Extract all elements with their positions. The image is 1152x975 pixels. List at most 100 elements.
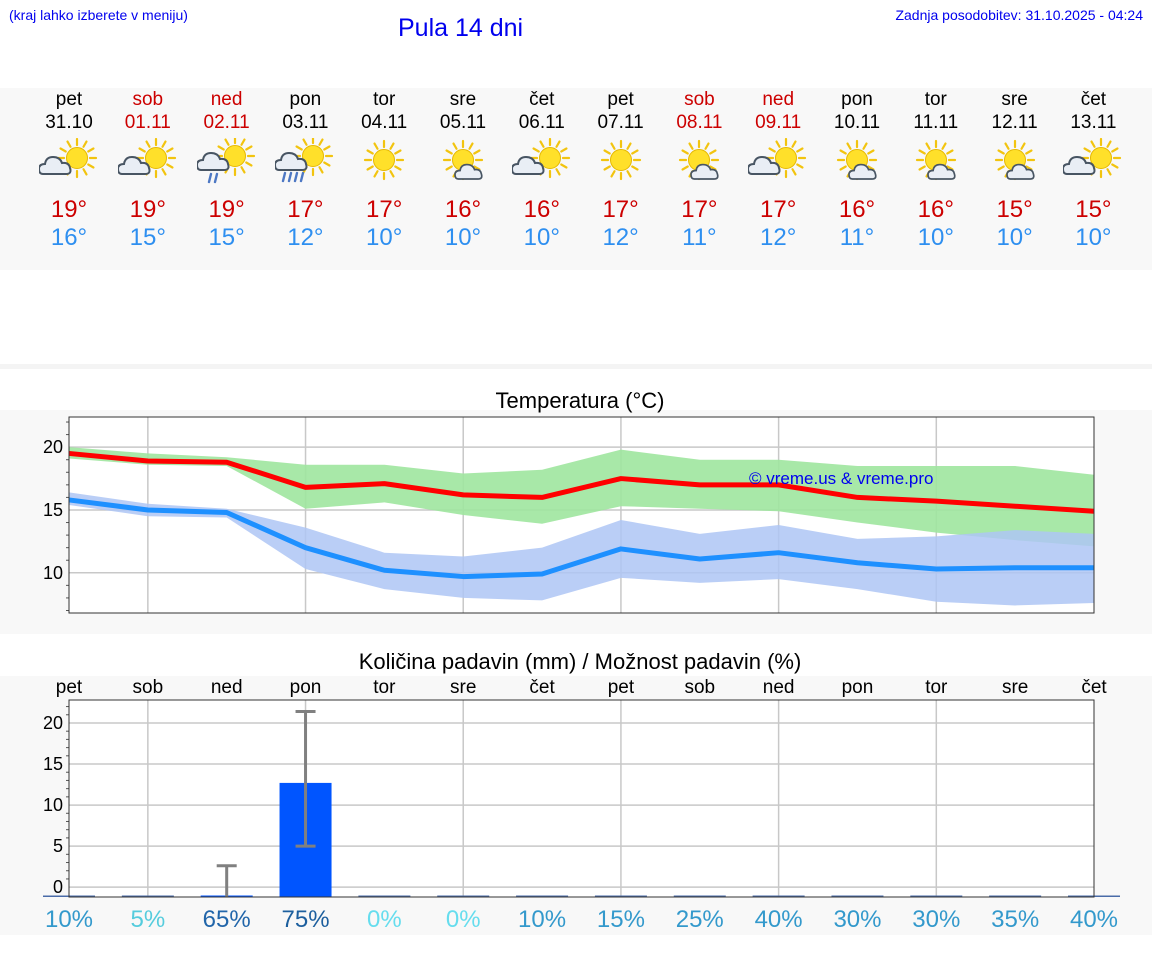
- day-date: 10.11: [833, 112, 881, 133]
- day-date: 11.11: [913, 112, 959, 133]
- max-temperature: 15°: [996, 196, 1033, 223]
- y-tick-label: 20: [43, 437, 63, 457]
- sun-icon: [600, 139, 641, 181]
- max-temperature: 17°: [760, 196, 797, 223]
- day-name: ned: [762, 89, 795, 110]
- sun-glyph: [293, 138, 334, 177]
- day-date: 06.11: [518, 112, 565, 133]
- sun-cloud-icon: [117, 138, 176, 179]
- precipitation-probability: 40%: [755, 906, 803, 933]
- max-temperature: 15°: [1075, 196, 1112, 223]
- precipitation-probability: 10%: [45, 906, 93, 933]
- plot-frame: [68, 699, 1095, 898]
- page-title: Pula 14 dni: [398, 14, 524, 42]
- min-temperature: 10°: [444, 224, 482, 251]
- precipitation-probability: 5%: [131, 906, 166, 933]
- sun-small-cloud-icon: [442, 139, 484, 181]
- y-tick-label: 0: [53, 877, 63, 897]
- x-category-label: pon: [842, 677, 874, 698]
- day-date: 04.11: [361, 112, 408, 133]
- y-tick-label: 20: [43, 713, 63, 733]
- divider: [0, 364, 1152, 369]
- max-temperature: 19°: [50, 196, 88, 223]
- sun-cloud-icon: [511, 138, 570, 179]
- max-temperature: 17°: [602, 196, 639, 223]
- sun-glyph: [600, 139, 641, 181]
- precipitation-probability: 0%: [367, 906, 402, 933]
- day-name: tor: [373, 89, 396, 110]
- max-temperature: 17°: [681, 196, 718, 223]
- day-column: ned 02.11 19° 15°: [187, 88, 267, 252]
- min-temperature: 10°: [1075, 224, 1112, 251]
- max-range-band: [69, 447, 1094, 547]
- sun-small-cloud-icon: [836, 139, 878, 181]
- forecast-band: [0, 88, 1152, 270]
- day-name: pet: [55, 89, 83, 110]
- sun-cloud-icon: [748, 138, 807, 179]
- precipitation-bar: [910, 895, 963, 897]
- max-temperature: 17°: [366, 196, 403, 223]
- precipitation-bar: [358, 895, 411, 897]
- precipitation-probability: 75%: [282, 906, 330, 933]
- x-category-label: tor: [373, 677, 396, 698]
- plot-frame: [68, 416, 1095, 614]
- day-name: ned: [210, 89, 243, 110]
- precipitation-probability: 0%: [446, 906, 481, 933]
- precipitation-probability: 40%: [1070, 906, 1118, 933]
- day-name: tor: [924, 89, 947, 110]
- x-category-label: pet: [56, 677, 83, 698]
- day-column: pon 10.11 16° 11°: [817, 88, 897, 252]
- day-name: čet: [1080, 89, 1107, 110]
- min-temperature: 15°: [208, 224, 245, 251]
- max-temperature: 16°: [523, 196, 560, 223]
- x-category-label: sre: [450, 677, 476, 698]
- day-column: sob 08.11 17° 11°: [659, 88, 739, 252]
- precipitation-probability: 25%: [676, 906, 724, 933]
- day-date: 08.11: [676, 112, 723, 133]
- precipitation-chart: pet sob ned pon tor sre čet pet sob ned pon tor sre č…: [43, 677, 1120, 933]
- sun-cloud-icon: [39, 138, 98, 179]
- min-temperature: 10°: [366, 224, 403, 251]
- sun-small-cloud-icon: [994, 139, 1035, 181]
- day-name: sob: [132, 89, 164, 110]
- day-date: 07.11: [597, 112, 644, 133]
- location-menu-hint[interactable]: (kraj lahko izberete v meniju): [9, 7, 188, 23]
- day-column: tor 04.11 17° 10°: [344, 88, 424, 252]
- y-tick-label: 15: [43, 754, 63, 774]
- precipitation-probability: 35%: [991, 906, 1039, 933]
- day-column: čet 13.11 15° 10°: [1053, 88, 1133, 252]
- x-category-label: čet: [1081, 677, 1107, 698]
- max-temperature-line: [68, 450, 1095, 514]
- day-name: čet: [529, 89, 555, 110]
- sun-icon: [364, 139, 405, 181]
- day-date: 02.11: [203, 112, 250, 133]
- day-date: 13.11: [1070, 112, 1117, 133]
- max-temperature: 16°: [838, 196, 876, 223]
- x-category-label: sob: [133, 677, 164, 698]
- day-column: ned 09.11 17° 12°: [738, 88, 818, 252]
- day-column: pet 31.10 19° 16°: [29, 88, 109, 252]
- last-update: Zadnja posodobitev: 31.10.2025 - 04:24: [895, 7, 1143, 23]
- plot-area: [69, 700, 1094, 897]
- precipitation-bar: [437, 895, 490, 897]
- x-category-label: ned: [211, 677, 243, 698]
- precipitation-probability: 30%: [833, 906, 881, 933]
- y-tick-label: 5: [53, 836, 63, 856]
- sun-cloud-rain-icon: [275, 138, 334, 183]
- precipitation-bar: [673, 895, 726, 897]
- precipitation-probability: 65%: [203, 906, 251, 933]
- precipitation-bar: [594, 895, 647, 897]
- precipitation-probability: 15%: [597, 906, 645, 933]
- x-category-label: tor: [925, 677, 948, 698]
- day-date: 05.11: [439, 112, 487, 133]
- min-temperature-line: [68, 497, 1094, 580]
- precipitation-bar: [121, 895, 174, 897]
- x-category-label: sre: [1002, 677, 1028, 698]
- sun-glyph: [364, 139, 405, 181]
- day-date: 31.10: [45, 112, 93, 133]
- x-category-label: čet: [529, 677, 555, 698]
- day-date: 09.11: [755, 112, 802, 133]
- day-date: 01.11: [124, 112, 171, 133]
- precipitation-bar: [752, 895, 805, 897]
- day-name: pon: [841, 89, 873, 110]
